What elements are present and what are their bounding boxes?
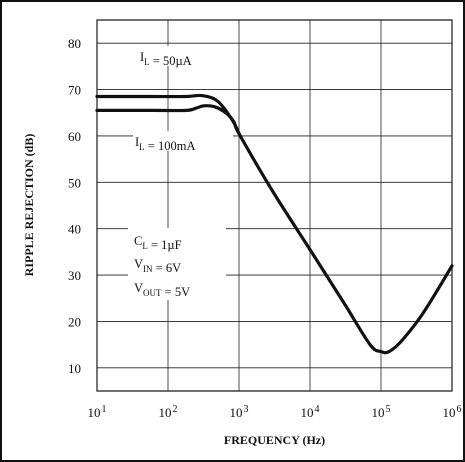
x-tick-label: 102 (159, 404, 178, 420)
series-layer (95, 93, 454, 355)
annotation-vin: VIN = 6V (134, 257, 181, 275)
y-tick-labels: 80 70 60 50 40 30 20 10 (68, 36, 81, 376)
annotation-conditions-bg (128, 228, 226, 300)
y-tick-label: 40 (68, 222, 81, 237)
grid-layer (96, 20, 453, 391)
x-tick-label: 106 (443, 404, 462, 420)
y-tick-label: 30 (68, 268, 81, 283)
annotation-vout: VOUT = 5V (134, 281, 190, 299)
x-tick-labels: 101 102 103 104 105 106 (88, 404, 462, 420)
y-tick-label: 60 (68, 129, 81, 144)
annotation-il-50ua-bg (138, 46, 226, 66)
y-tick-label: 80 (68, 36, 81, 51)
annotation-il-100ma: IL = 100mA (135, 135, 195, 153)
annotation-cl: CL = 1µF (134, 234, 182, 252)
annotation-conditions-group: CL = 1µF VIN = 6V VOUT = 5V (128, 228, 226, 300)
y-tick-label: 20 (68, 314, 81, 329)
x-axis-title: FREQUENCY (Hz) (224, 433, 325, 447)
x-tick-label: 104 (301, 404, 320, 420)
annotation-il-100ma-group: IL = 100mA (133, 131, 233, 153)
y-tick-label: 70 (68, 83, 81, 98)
annotation-il-50ua-group: IL = 50µA (138, 46, 226, 68)
y-tick-label: 10 (68, 361, 81, 376)
x-tick-label: 101 (88, 404, 107, 420)
y-tick-label: 50 (68, 175, 81, 190)
annotation-il-100ma-bg (133, 131, 233, 151)
annotation-il-50ua: IL = 50µA (140, 50, 192, 68)
y-axis-title: RIPPLE REJECTION (dB) (22, 134, 36, 277)
series-line-il-100ma (95, 104, 454, 355)
x-tick-label: 103 (230, 404, 249, 420)
x-tick-label: 105 (372, 404, 391, 420)
plot-frame (96, 19, 453, 392)
